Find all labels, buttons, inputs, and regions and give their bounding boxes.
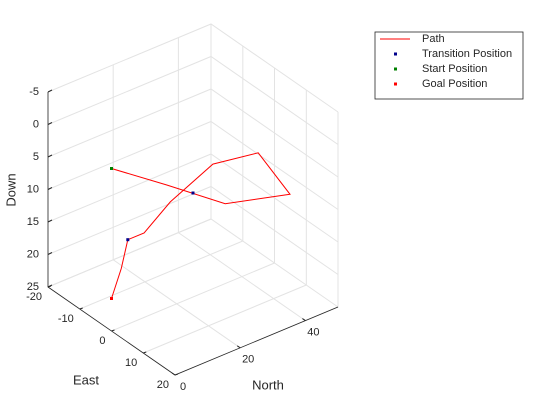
marker [110,297,113,300]
y-tick-label: 0 [99,335,105,347]
legend-swatch [394,67,397,71]
grid-line [47,23,339,113]
y-tick-label: 10 [125,357,137,369]
x-tick-label: 0 [180,381,186,393]
legend-box [374,31,524,100]
grid-line [112,64,241,349]
grid-line [143,90,307,354]
y-tick-label: -20 [26,291,42,303]
legend: Path Transition Position Start Position Goa… [374,31,524,100]
z-tick-label: 25 [27,281,39,293]
grid-line [47,92,176,376]
z-axis-label: Down [3,173,18,206]
y-axis-label: East [73,372,99,387]
z-tick-label: 10 [27,183,39,195]
legend-swatch [394,52,397,56]
z-tick [47,284,53,288]
legend-label: Start Position [422,63,487,75]
y-tick [79,307,83,310]
z-tick-label: 5 [33,151,39,163]
grid: 0 20 40 -20 -10 0 10 20 -5 0 5 10 15 20 25 [26,23,339,393]
legend-swatch [394,82,397,86]
x-tick-label: 20 [242,354,254,366]
y-tick [174,373,179,376]
z-tick [47,154,53,158]
z-tick [47,252,53,255]
z-tick-label: 15 [27,216,39,228]
y-tick [143,351,147,354]
legend-label: Transition Position [422,48,512,60]
z-tick [47,219,53,223]
x-tick [171,372,176,376]
x-axis-label: North [252,377,284,392]
grid-line [47,120,339,210]
y-tick-label: 20 [157,379,169,391]
grid-line [47,88,339,178]
grid-line [177,37,306,322]
z-tick [47,89,53,93]
y-tick-label: -10 [58,313,74,325]
marker [191,191,195,195]
grid-line [47,153,339,243]
x-tick [302,318,306,322]
z-tick [47,122,53,125]
grid-line [47,55,339,145]
path-line [111,152,291,299]
z-tick-label: 0 [33,118,39,130]
legend-label: Goal Position [422,78,487,90]
marker [126,238,130,242]
grid-line [47,218,339,308]
x-tick [236,345,241,349]
marker [110,167,113,170]
legend-label: Path [422,33,445,45]
grid-line [47,185,339,275]
grid-line [111,68,275,332]
x-tick-label: 40 [307,327,319,339]
plot-area [110,152,291,300]
y-tick [111,329,115,332]
grid-line [79,46,244,310]
z-tick-label: -5 [29,86,39,98]
z-tick-label: 20 [27,248,39,260]
z-tick [47,187,53,190]
